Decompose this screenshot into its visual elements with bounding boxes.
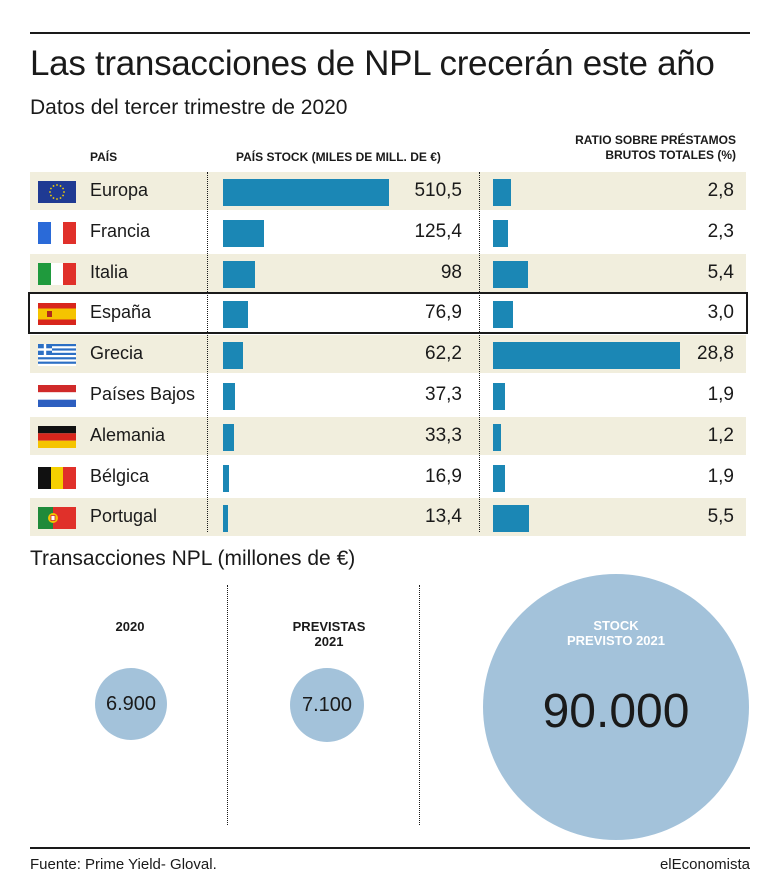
- top-rule: [30, 32, 750, 34]
- table-row-italia: Italia 98 5,4: [30, 253, 746, 292]
- bubble-divider-2: [419, 585, 420, 825]
- bubble-label-previstas-line1: PREVISTAS: [292, 619, 366, 634]
- ratio-bar-grecia: [493, 342, 680, 370]
- bubble-label-previstas: PREVISTAS 2021: [279, 619, 379, 649]
- bubble-value-previstas: 7.100: [301, 693, 353, 716]
- stock-bar-italia: [223, 260, 255, 288]
- ratio-value-italia: 5,4: [707, 261, 734, 283]
- table-row-paises-bajos: Países Bajos 37,3 1,9: [30, 376, 746, 414]
- country-name: España: [90, 302, 152, 323]
- country-name: Francia: [90, 220, 151, 241]
- bubble-previstas-2021: 7.100: [290, 668, 364, 742]
- stock-bar-paises-bajos: [223, 383, 236, 410]
- bubble-label-stock: STOCK PREVISTO 2021: [483, 618, 749, 648]
- stock-bar-francia: [223, 219, 264, 247]
- stock-value-alemania: 33,3: [425, 424, 462, 446]
- ratio-bar-espana: [493, 301, 513, 329]
- netherlands-flag-icon: [38, 385, 76, 407]
- ratio-value-francia: 2,3: [707, 220, 734, 242]
- stock-value-belgica: 16,9: [425, 465, 462, 487]
- stock-bar-espana: [223, 301, 248, 329]
- stock-value-paises-bajos: 37,3: [425, 384, 462, 405]
- chart-subtitle: Datos del tercer trimestre de 2020: [30, 96, 348, 119]
- country-name: Bélgica: [90, 465, 150, 486]
- stock-value-grecia: 62,2: [425, 343, 462, 365]
- table-divider-1: [207, 172, 208, 532]
- table-row-portugal: Portugal 13,4 5,5: [30, 498, 746, 537]
- greece-flag-icon: [38, 344, 76, 367]
- bubble-value-2020: 6.900: [105, 692, 157, 715]
- ratio-bar-italia: [493, 260, 529, 288]
- country-name: Italia: [90, 261, 129, 282]
- bubble-divider-1: [227, 585, 228, 825]
- table-row-grecia: Grecia 62,2 28,8: [30, 335, 746, 374]
- stock-value-italia: 98: [440, 261, 462, 283]
- portugal-flag-icon: [38, 507, 76, 530]
- bubble-label-stock-line2: PREVISTO 2021: [566, 633, 666, 648]
- country-name: Grecia: [90, 343, 144, 364]
- belgium-flag-icon: [38, 466, 76, 489]
- bubble-label-stock-line1: STOCK: [593, 618, 639, 633]
- france-flag-icon: [38, 221, 76, 244]
- ratio-bar-europa: [493, 179, 512, 206]
- stock-bar-portugal: [223, 505, 228, 533]
- bubble-value-stock: 90.000: [542, 685, 690, 738]
- table-row-europa: Europa 510,5 2,8: [30, 172, 746, 210]
- ratio-bar-portugal: [493, 505, 529, 533]
- ratio-bar-belgica: [493, 464, 506, 492]
- bubble-label-previstas-line2: 2021: [314, 634, 344, 649]
- table-row-espana: España 76,9 3,0: [28, 292, 748, 335]
- stock-bar-grecia: [223, 342, 244, 370]
- stock-value-europa: 510,5: [414, 180, 462, 201]
- header-ratio-line1: RATIO SOBRE PRÉSTAMOS: [575, 133, 736, 147]
- ratio-value-alemania: 1,2: [707, 424, 734, 446]
- country-name: Países Bajos: [90, 384, 196, 404]
- ratio-bar-francia: [493, 219, 508, 247]
- stock-bar-belgica: [223, 464, 229, 492]
- header-ratio-line2: BRUTOS TOTALES (%): [605, 148, 736, 162]
- bubble-stock-previsto: STOCK PREVISTO 2021 90.000: [483, 574, 749, 840]
- transactions-title: Transacciones NPL (millones de €): [30, 547, 356, 570]
- country-name: Europa: [90, 180, 149, 200]
- stock-bar-alemania: [223, 423, 234, 451]
- bottom-rule: [30, 847, 750, 849]
- table-row-alemania: Alemania 33,3 1,2: [30, 416, 746, 455]
- bubble-label-2020: 2020: [115, 619, 145, 634]
- spain-flag-icon: [38, 303, 76, 326]
- eu-flag-icon: [38, 181, 76, 203]
- ratio-value-espana: 3,0: [707, 302, 734, 324]
- ratio-value-paises-bajos: 1,9: [707, 384, 734, 405]
- ratio-bar-paises-bajos: [493, 383, 506, 410]
- stock-value-francia: 125,4: [414, 220, 462, 242]
- stock-value-espana: 76,9: [425, 302, 462, 324]
- ratio-value-belgica: 1,9: [707, 465, 734, 487]
- table-row-francia: Francia 125,4 2,3: [30, 213, 746, 251]
- header-country: PAÍS: [90, 150, 118, 164]
- brand-logo: elEconomista: [659, 856, 750, 873]
- country-name: Alemania: [90, 424, 166, 445]
- table-divider-2: [479, 172, 480, 532]
- country-name: Portugal: [90, 506, 158, 527]
- germany-flag-icon: [38, 425, 76, 448]
- ratio-value-europa: 2,8: [707, 180, 734, 201]
- ratio-bar-alemania: [493, 423, 501, 451]
- bubble-2020: 6.900: [95, 668, 167, 740]
- italy-flag-icon: [38, 262, 76, 285]
- ratio-value-portugal: 5,5: [707, 506, 734, 528]
- chart-title: Las transacciones de NPL crecerán este a…: [30, 44, 715, 83]
- stock-bar-europa: [223, 179, 389, 206]
- header-stock: PAÍS STOCK (MILES DE MILL. DE €): [236, 150, 441, 164]
- source-note: Fuente: Prime Yield- Gloval.: [30, 856, 217, 873]
- stock-value-portugal: 13,4: [425, 506, 462, 528]
- ratio-value-grecia: 28,8: [697, 343, 734, 365]
- table-row-belgica: Bélgica 16,9 1,9: [30, 458, 746, 496]
